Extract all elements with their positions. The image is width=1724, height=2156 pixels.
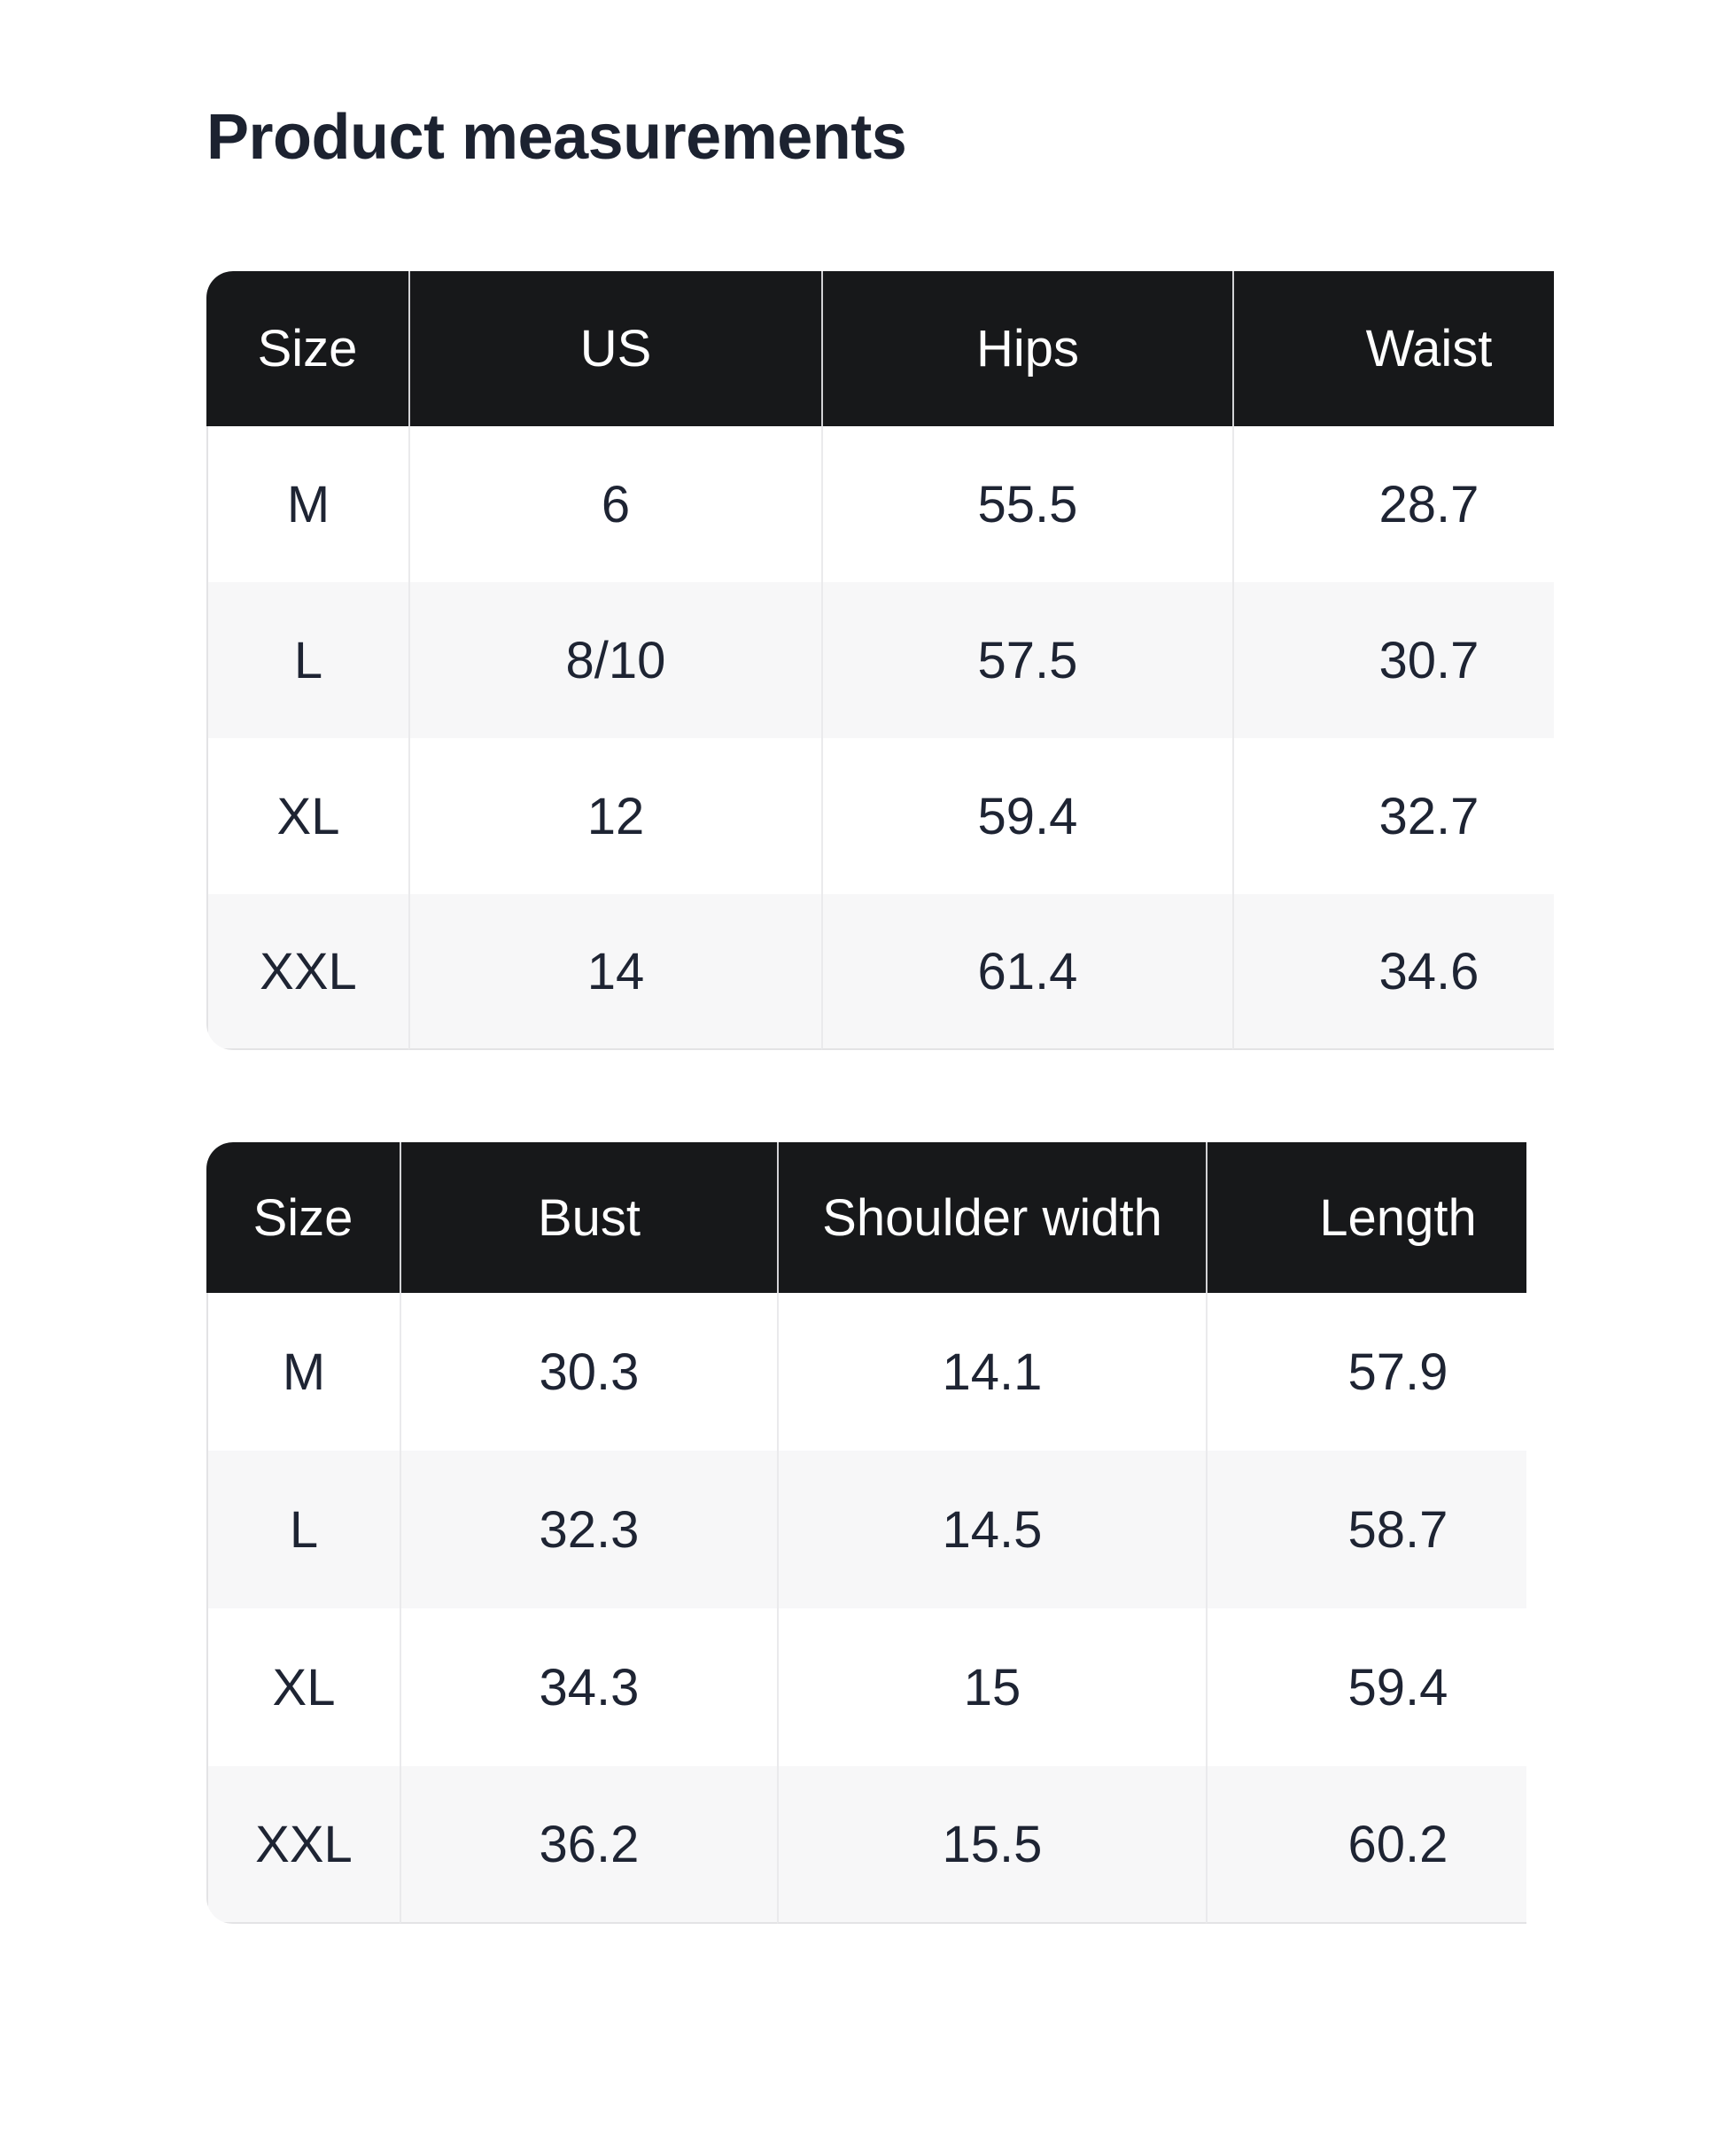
measurement-cell: 36.2 (400, 1766, 777, 1925)
measurement-cell: 14.1 (777, 1293, 1206, 1452)
column-header: US (408, 271, 821, 427)
measurement-cell: 59.4 (1206, 1608, 1526, 1767)
column-header: Length (1206, 1142, 1526, 1294)
measurements-table-1: Size US Hips Waist M 6 55.5 28.7 L 8/10 57.5 30.7 X… (206, 271, 1554, 1051)
column-header: Bust (400, 1142, 777, 1294)
column-header: Hips (821, 271, 1232, 427)
table-row: L 8/10 57.5 30.7 (206, 582, 1554, 739)
measurement-cell: 61.4 (821, 894, 1232, 1051)
table-row: XL 34.3 15 59.4 (206, 1608, 1526, 1767)
column-header: Waist (1232, 271, 1554, 427)
measurement-cell: 14 (408, 894, 821, 1051)
measurement-cell: 32.7 (1232, 738, 1554, 895)
column-header: Size (206, 1142, 400, 1294)
measurement-cell: 57.5 (821, 582, 1232, 739)
measurement-cell: 32.3 (400, 1451, 777, 1609)
measurements-table-2: Size Bust Shoulder width Length M 30.3 14.1 57… (206, 1142, 1526, 1925)
measurement-cell: 58.7 (1206, 1451, 1526, 1609)
size-cell: M (206, 426, 408, 583)
size-cell: XXL (206, 1766, 400, 1925)
measurement-cell: 30.7 (1232, 582, 1554, 739)
table-row: M 6 55.5 28.7 (206, 426, 1554, 583)
table-row: XXL 36.2 15.5 60.2 (206, 1766, 1526, 1925)
measurements-table-1-scroll-area[interactable]: Size US Hips Waist M 6 55.5 28.7 L 8/10 57.5 30.7 X… (206, 271, 1554, 1051)
header-row: Size US Hips Waist (206, 271, 1554, 427)
size-cell: L (206, 582, 408, 739)
table-row: M 30.3 14.1 57.9 (206, 1293, 1526, 1452)
measurement-cell: 34.3 (400, 1608, 777, 1767)
measurement-cell: 59.4 (821, 738, 1232, 895)
measurement-cell: 6 (408, 426, 821, 583)
size-cell: M (206, 1293, 400, 1452)
measurement-cell: 15 (777, 1608, 1206, 1767)
measurement-cell: 34.6 (1232, 894, 1554, 1051)
table-row: XXL 14 61.4 34.6 (206, 894, 1554, 1051)
size-cell: L (206, 1451, 400, 1609)
measurements-table-2-scroll-area[interactable]: Size Bust Shoulder width Length M 30.3 14.1 57… (206, 1142, 1526, 1925)
measurement-cell: 60.2 (1206, 1766, 1526, 1925)
column-header: Size (206, 271, 408, 427)
measurement-cell: 55.5 (821, 426, 1232, 583)
measurement-cell: 12 (408, 738, 821, 895)
size-cell: XL (206, 738, 408, 895)
measurement-cell: 14.5 (777, 1451, 1206, 1609)
measurement-cell: 57.9 (1206, 1293, 1526, 1452)
measurement-cell: 8/10 (408, 582, 821, 739)
size-cell: XL (206, 1608, 400, 1767)
measurement-cell: 15.5 (777, 1766, 1206, 1925)
measurement-cell: 28.7 (1232, 426, 1554, 583)
table-row: XL 12 59.4 32.7 (206, 738, 1554, 895)
column-header: Shoulder width (777, 1142, 1206, 1294)
header-row: Size Bust Shoulder width Length (206, 1142, 1526, 1294)
measurement-cell: 30.3 (400, 1293, 777, 1452)
size-cell: XXL (206, 894, 408, 1051)
table-row: L 32.3 14.5 58.7 (206, 1451, 1526, 1609)
page-title: Product measurements (206, 102, 907, 173)
